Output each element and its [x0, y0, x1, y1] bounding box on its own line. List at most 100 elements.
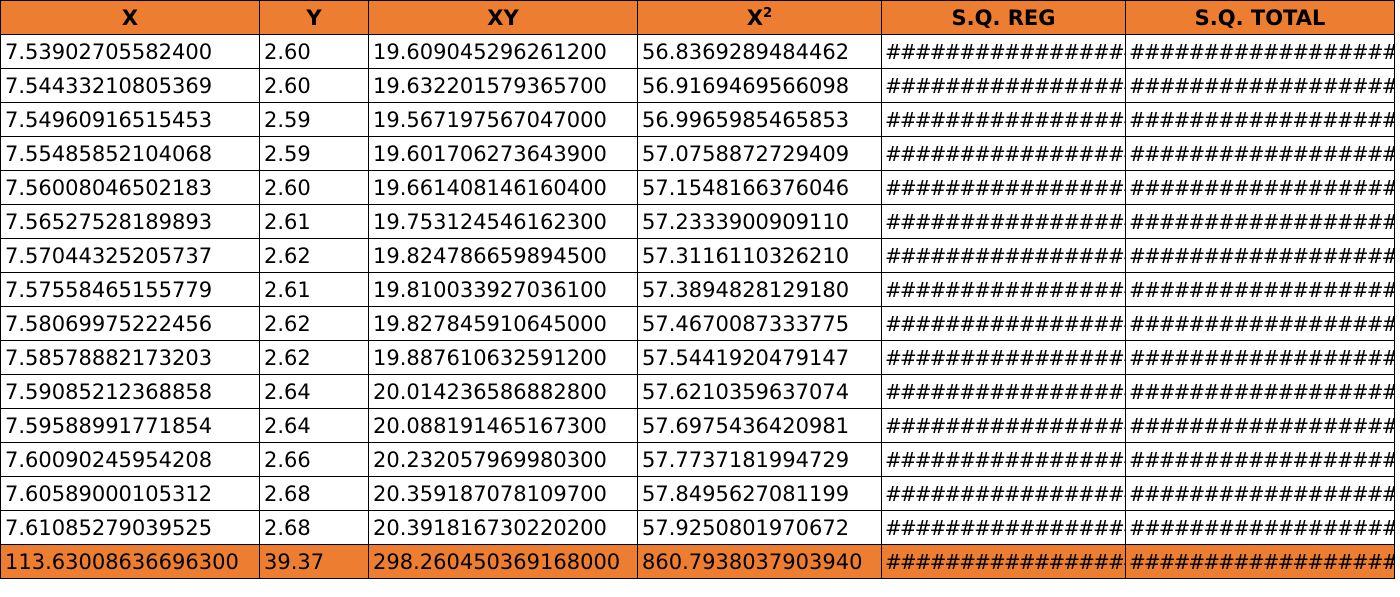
cell-sq-reg[interactable]: ################## — [881, 510, 1126, 545]
cell-sq-total[interactable]: ################### — [1125, 340, 1395, 375]
total-sq-reg-cell[interactable]: ################## — [881, 544, 1126, 579]
cell-sq-reg[interactable]: ################## — [881, 170, 1126, 205]
cell-y[interactable]: 2.59 — [259, 136, 369, 171]
cell-x-squared[interactable]: 57.8495627081199 — [637, 476, 882, 511]
cell-x-squared[interactable]: 57.5441920479147 — [637, 340, 882, 375]
cell-x-squared[interactable]: 57.6975436420981 — [637, 408, 882, 443]
cell-x-squared[interactable]: 56.8369289484462 — [637, 34, 882, 69]
cell-x[interactable]: 7.59085212368858 — [0, 374, 260, 409]
cell-sq-total[interactable]: ################### — [1125, 34, 1395, 69]
cell-sq-total[interactable]: ################### — [1125, 374, 1395, 409]
cell-sq-reg[interactable]: ################## — [881, 68, 1126, 103]
cell-x[interactable]: 7.57044325205737 — [0, 238, 260, 273]
total-sq-total-cell[interactable]: ################### — [1125, 544, 1395, 579]
cell-x[interactable]: 7.55485852104068 — [0, 136, 260, 171]
header-xy[interactable]: XY — [368, 0, 638, 35]
cell-xy[interactable]: 19.661408146160400 — [368, 170, 638, 205]
cell-sq-reg[interactable]: ################## — [881, 442, 1126, 477]
cell-x[interactable]: 7.53902705582400 — [0, 34, 260, 69]
cell-sq-reg[interactable]: ################## — [881, 272, 1126, 307]
cell-x[interactable]: 7.61085279039525 — [0, 510, 260, 545]
cell-sq-reg[interactable]: ################## — [881, 306, 1126, 341]
cell-sq-total[interactable]: ################### — [1125, 442, 1395, 477]
header-x[interactable]: X — [0, 0, 260, 35]
total-y-cell[interactable]: 39.37 — [259, 544, 369, 579]
cell-x-squared[interactable]: 56.9169469566098 — [637, 68, 882, 103]
cell-sq-total[interactable]: ################### — [1125, 272, 1395, 307]
cell-sq-reg[interactable]: ################## — [881, 204, 1126, 239]
cell-y[interactable]: 2.62 — [259, 238, 369, 273]
cell-xy[interactable]: 19.824786659894500 — [368, 238, 638, 273]
header-sq-total[interactable]: S.Q. TOTAL — [1125, 0, 1395, 35]
cell-xy[interactable]: 19.567197567047000 — [368, 102, 638, 137]
cell-x[interactable]: 7.54433210805369 — [0, 68, 260, 103]
cell-x-squared[interactable]: 57.1548166376046 — [637, 170, 882, 205]
cell-xy[interactable]: 19.609045296261200 — [368, 34, 638, 69]
cell-x-squared[interactable]: 57.9250801970672 — [637, 510, 882, 545]
cell-sq-total[interactable]: ################### — [1125, 510, 1395, 545]
cell-y[interactable]: 2.64 — [259, 374, 369, 409]
total-xy-cell[interactable]: 298.260450369168000 — [368, 544, 638, 579]
cell-x-squared[interactable]: 57.0758872729409 — [637, 136, 882, 171]
cell-sq-total[interactable]: ################### — [1125, 136, 1395, 171]
total-x-cell[interactable]: 113.63008636696300 — [0, 544, 260, 579]
cell-xy[interactable]: 19.632201579365700 — [368, 68, 638, 103]
header-x-squared[interactable]: X2 — [637, 0, 882, 35]
cell-y[interactable]: 2.60 — [259, 68, 369, 103]
cell-x[interactable]: 7.56527528189893 — [0, 204, 260, 239]
cell-sq-total[interactable]: ################### — [1125, 68, 1395, 103]
cell-x[interactable]: 7.59588991771854 — [0, 408, 260, 443]
cell-y[interactable]: 2.60 — [259, 34, 369, 69]
cell-xy[interactable]: 20.359187078109700 — [368, 476, 638, 511]
cell-xy[interactable]: 19.601706273643900 — [368, 136, 638, 171]
cell-x[interactable]: 7.54960916515453 — [0, 102, 260, 137]
cell-x[interactable]: 7.58069975222456 — [0, 306, 260, 341]
cell-sq-total[interactable]: ################### — [1125, 102, 1395, 137]
cell-xy[interactable]: 20.232057969980300 — [368, 442, 638, 477]
cell-sq-reg[interactable]: ################## — [881, 408, 1126, 443]
cell-sq-total[interactable]: ################### — [1125, 306, 1395, 341]
cell-sq-reg[interactable]: ################## — [881, 102, 1126, 137]
cell-x-squared[interactable]: 57.4670087333775 — [637, 306, 882, 341]
cell-sq-reg[interactable]: ################## — [881, 374, 1126, 409]
cell-y[interactable]: 2.61 — [259, 272, 369, 307]
cell-x-squared[interactable]: 57.3894828129180 — [637, 272, 882, 307]
cell-sq-reg[interactable]: ################## — [881, 34, 1126, 69]
cell-sq-reg[interactable]: ################## — [881, 238, 1126, 273]
cell-sq-reg[interactable]: ################## — [881, 340, 1126, 375]
cell-y[interactable]: 2.68 — [259, 510, 369, 545]
cell-x[interactable]: 7.60589000105312 — [0, 476, 260, 511]
cell-y[interactable]: 2.66 — [259, 442, 369, 477]
cell-y[interactable]: 2.64 — [259, 408, 369, 443]
cell-xy[interactable]: 19.827845910645000 — [368, 306, 638, 341]
cell-xy[interactable]: 19.753124546162300 — [368, 204, 638, 239]
cell-sq-total[interactable]: ################### — [1125, 476, 1395, 511]
cell-xy[interactable]: 20.088191465167300 — [368, 408, 638, 443]
cell-x-squared[interactable]: 57.3116110326210 — [637, 238, 882, 273]
cell-x-squared[interactable]: 57.2333900909110 — [637, 204, 882, 239]
cell-sq-total[interactable]: ################### — [1125, 408, 1395, 443]
cell-y[interactable]: 2.61 — [259, 204, 369, 239]
cell-x[interactable]: 7.56008046502183 — [0, 170, 260, 205]
header-sq-reg[interactable]: S.Q. REG — [881, 0, 1126, 35]
cell-sq-total[interactable]: ################### — [1125, 238, 1395, 273]
cell-y[interactable]: 2.59 — [259, 102, 369, 137]
cell-sq-reg[interactable]: ################## — [881, 476, 1126, 511]
cell-xy[interactable]: 19.887610632591200 — [368, 340, 638, 375]
cell-y[interactable]: 2.62 — [259, 306, 369, 341]
cell-y[interactable]: 2.62 — [259, 340, 369, 375]
cell-x[interactable]: 7.58578882173203 — [0, 340, 260, 375]
cell-x[interactable]: 7.60090245954208 — [0, 442, 260, 477]
cell-xy[interactable]: 20.014236586882800 — [368, 374, 638, 409]
cell-x-squared[interactable]: 56.9965985465853 — [637, 102, 882, 137]
total-x-squared-cell[interactable]: 860.7938037903940 — [637, 544, 882, 579]
cell-sq-reg[interactable]: ################## — [881, 136, 1126, 171]
cell-xy[interactable]: 19.810033927036100 — [368, 272, 638, 307]
header-y[interactable]: Y — [259, 0, 369, 35]
cell-y[interactable]: 2.68 — [259, 476, 369, 511]
cell-x-squared[interactable]: 57.6210359637074 — [637, 374, 882, 409]
cell-x[interactable]: 7.57558465155779 — [0, 272, 260, 307]
cell-x-squared[interactable]: 57.7737181994729 — [637, 442, 882, 477]
cell-sq-total[interactable]: ################### — [1125, 170, 1395, 205]
cell-sq-total[interactable]: ################### — [1125, 204, 1395, 239]
